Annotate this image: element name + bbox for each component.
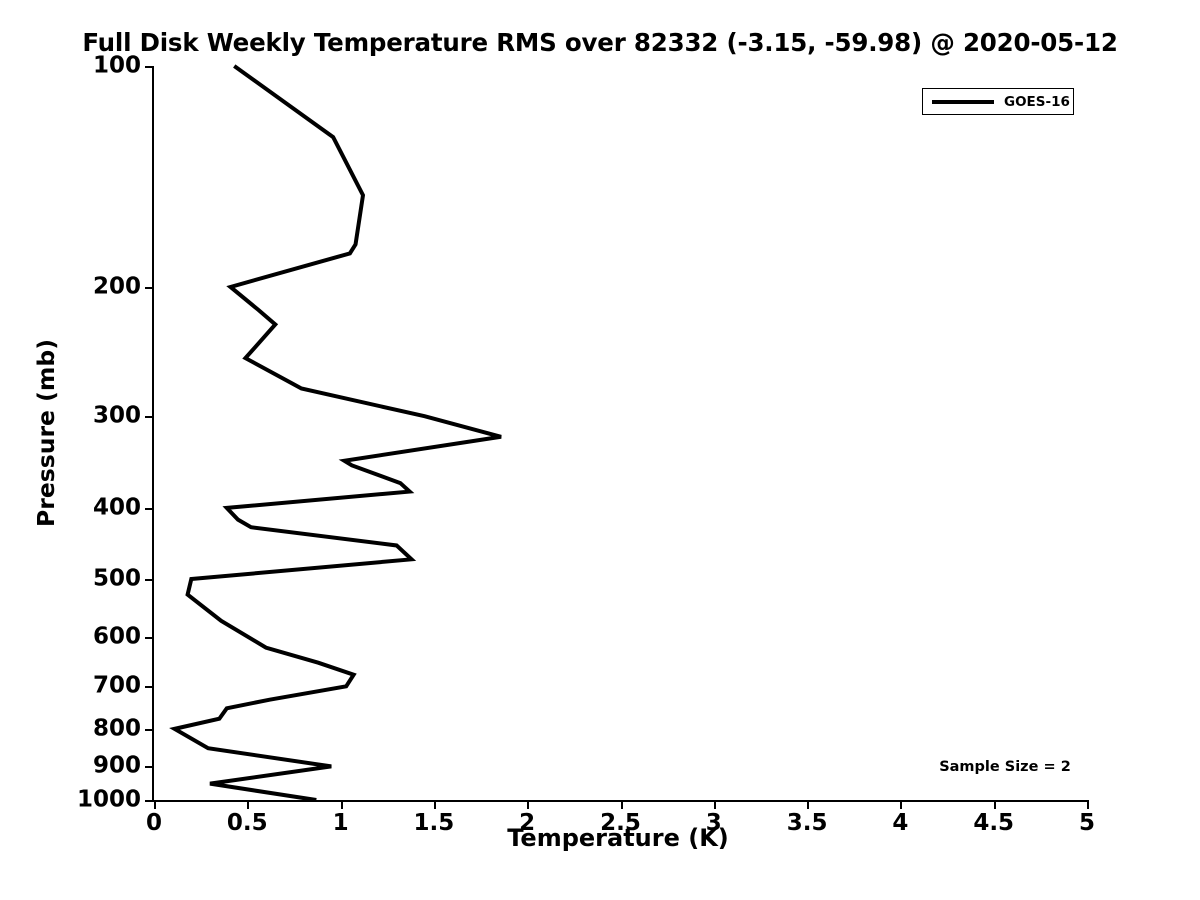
x-axis-tick-mark	[1087, 800, 1089, 809]
x-axis-tick-label: 4	[892, 810, 909, 836]
x-axis-tick-label: 4.5	[973, 810, 1015, 836]
x-axis-tick-mark	[340, 800, 343, 809]
y-axis-tick-label: 700	[92, 672, 141, 699]
x-axis-tick-label: 5	[1078, 810, 1096, 836]
x-axis-tick-mark	[620, 800, 623, 809]
x-axis-tick-mark	[993, 800, 996, 809]
plot-area: 100 200 300 400 500 600 700 800 900 1000 0 0.5 1 1.5…	[77, 54, 1095, 835]
y-axis-tick-mark	[145, 416, 154, 419]
y-axis-tick-label: 400	[92, 494, 141, 521]
y-axis-tick-mark	[145, 579, 154, 582]
x-axis-tick-label: 0.5	[226, 810, 268, 836]
y-axis-tick-label: 300	[92, 402, 141, 429]
legend: GOES-16	[922, 88, 1074, 115]
y-axis-tick-label: 500	[92, 565, 141, 592]
y-axis-tick-mark	[145, 800, 154, 802]
y-axis-tick-mark	[145, 66, 154, 68]
x-axis-tick-mark	[900, 800, 903, 809]
legend-label-goes-16: GOES-16	[1004, 93, 1070, 110]
y-axis-tick-mark	[145, 766, 154, 769]
y-axis-tick-label: 600	[92, 623, 141, 650]
chart-title: Full Disk Weekly Temperature RMS over 82…	[82, 28, 1118, 57]
y-axis-tick-label: 200	[92, 273, 141, 300]
x-axis-tick-label: 3.5	[786, 810, 828, 836]
y-axis-tick-label: 1000	[76, 786, 141, 813]
series-line-goes-16	[169, 64, 502, 802]
x-axis-tick-mark	[807, 800, 810, 809]
y-axis-tick-label: 900	[92, 752, 141, 779]
x-axis-tick-mark	[154, 800, 156, 809]
x-axis-tick-mark	[713, 800, 716, 809]
x-axis-label: Temperature (K)	[507, 824, 729, 852]
y-axis-tick-mark	[145, 686, 154, 689]
x-axis-tick-label: 3	[705, 810, 722, 836]
y-axis-tick-mark	[145, 637, 154, 640]
y-axis-tick-mark	[145, 286, 154, 289]
x-axis-tick-label: 1.5	[413, 810, 455, 836]
x-axis-tick-label: 2.5	[600, 810, 641, 836]
y-axis-tick-label: 100	[92, 52, 141, 79]
x-axis-tick-mark	[247, 800, 250, 809]
data-series-layer	[169, 64, 502, 802]
y-axis-tick-label: 800	[92, 715, 141, 742]
x-axis-tick-label: 2	[519, 810, 536, 836]
y-axis-tick-mark	[145, 507, 154, 510]
x-axis-tick-mark	[527, 800, 530, 809]
y-axis-tick-mark	[145, 728, 154, 731]
sample-size-annotation: Sample Size = 2	[939, 759, 1071, 775]
x-axis-tick-mark	[433, 800, 436, 809]
y-axis-label: Pressure (mb)	[32, 339, 60, 527]
legend-line-sample	[932, 99, 994, 104]
x-axis-tick-label: 0	[145, 810, 163, 836]
x-axis-tick-label: 1	[332, 810, 349, 836]
